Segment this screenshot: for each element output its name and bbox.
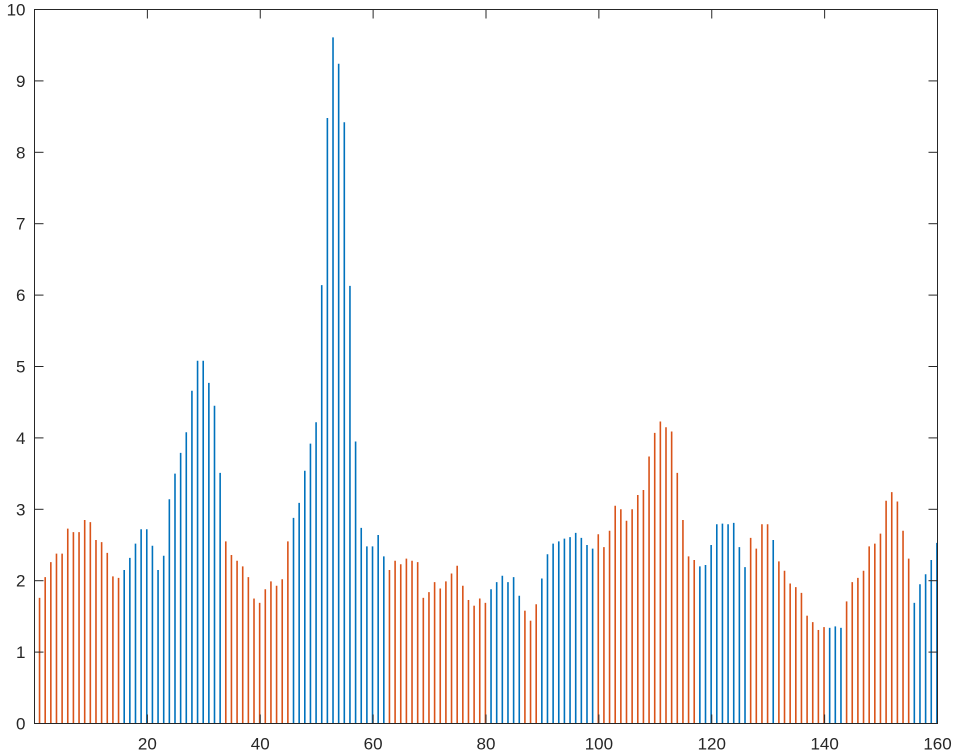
x-tick-label-140: 140 [810, 735, 838, 754]
x-tick-label-20: 20 [138, 735, 157, 754]
y-tick-label-9: 9 [16, 72, 25, 91]
axes-group: 20 40 60 80 100 120 140 160 0 1 2 3 4 5 6 7 8 9 10 [7, 1, 952, 754]
y-tick-label-1: 1 [16, 643, 25, 662]
bar-group [38, 37, 938, 724]
y-tick-label-3: 3 [16, 500, 25, 519]
y-tick-label-8: 8 [16, 143, 25, 162]
y-tick-label-5: 5 [16, 358, 25, 377]
y-tick-label-10: 10 [7, 1, 26, 20]
y-tick-label-4: 4 [16, 429, 25, 448]
x-tick-label-60: 60 [364, 735, 383, 754]
x-tick-label-160: 160 [923, 735, 951, 754]
x-tick-label-120: 120 [698, 735, 726, 754]
y-tick-label-2: 2 [16, 572, 25, 591]
x-tick-label-40: 40 [251, 735, 270, 754]
y-tick-label-7: 7 [16, 215, 25, 234]
x-tick-label-100: 100 [585, 735, 613, 754]
x-tick-label-80: 80 [477, 735, 496, 754]
y-tick-label-6: 6 [16, 286, 25, 305]
y-tick-label-0: 0 [16, 715, 25, 734]
